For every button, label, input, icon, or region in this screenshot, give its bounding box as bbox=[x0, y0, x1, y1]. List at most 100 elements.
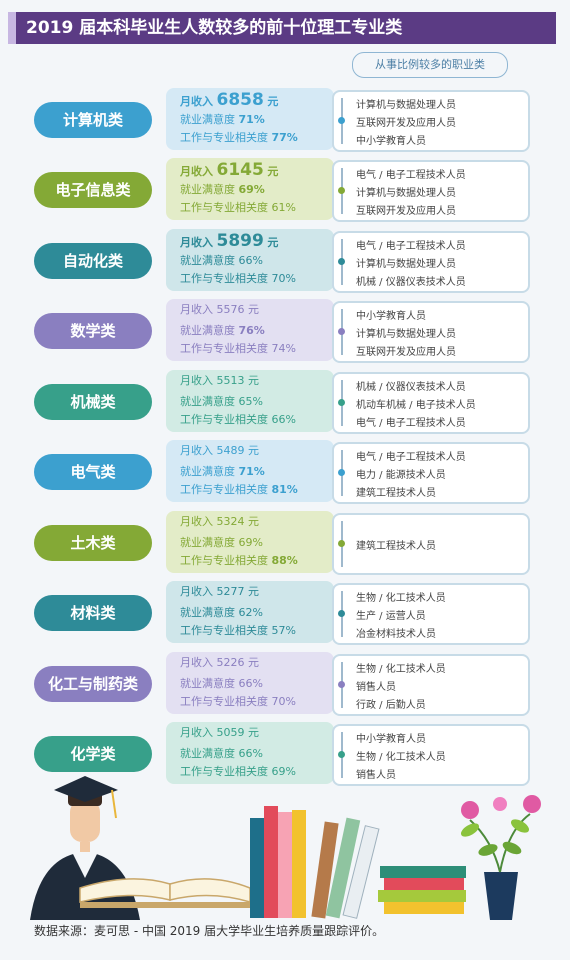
relevance-label: 工作与专业相关度 bbox=[180, 624, 268, 637]
income-value: 5059 bbox=[216, 726, 245, 739]
satisfaction-line: 就业满意度 66% bbox=[180, 252, 263, 268]
occupation-dot bbox=[338, 681, 345, 688]
stats-box: 月收入 5226 元 就业满意度 66% 工作与专业相关度 70% bbox=[166, 652, 334, 714]
occupation-dot bbox=[338, 540, 345, 547]
occupation-item: 生物 / 化工技术人员 bbox=[356, 664, 446, 675]
occupation-dot bbox=[338, 328, 345, 335]
income-unit: 元 bbox=[248, 585, 259, 598]
stats-box: 月收入 6858 元 就业满意度 71% 工作与专业相关度 77% bbox=[166, 88, 334, 150]
occupation-box: 电气 / 电子工程技术人员 计算机与数据处理人员 互联网开发及应用人员 bbox=[332, 160, 530, 222]
satisfaction-line: 就业满意度 62% bbox=[180, 604, 263, 620]
occupation-item: 机械 / 仪器仪表技术人员 bbox=[356, 277, 466, 288]
income-value: 6858 bbox=[216, 90, 264, 110]
major-label: 自动化类 bbox=[34, 243, 152, 279]
occupation-item: 计算机与数据处理人员 bbox=[356, 329, 456, 340]
relevance-value: 77% bbox=[271, 131, 298, 144]
graduate-illustration bbox=[30, 776, 541, 920]
occupation-item: 建筑工程技术人员 bbox=[356, 488, 436, 499]
income-line: 月收入 6145 元 bbox=[180, 160, 278, 180]
satisfaction-label: 就业满意度 bbox=[180, 254, 235, 267]
major-label: 化学类 bbox=[34, 736, 152, 772]
satisfaction-value: 66% bbox=[238, 677, 263, 690]
relevance-line: 工作与专业相关度 70% bbox=[180, 270, 296, 286]
relevance-value: 57% bbox=[271, 624, 296, 637]
relevance-value: 70% bbox=[271, 272, 296, 285]
income-line: 月收入 5513 元 bbox=[180, 372, 259, 388]
occupation-item: 电气 / 电子工程技术人员 bbox=[356, 241, 466, 252]
income-value: 5489 bbox=[216, 444, 245, 457]
major-row: 计算机类 月收入 6858 元 就业满意度 71% 工作与专业相关度 77% 计… bbox=[0, 88, 570, 152]
major-label: 电子信息类 bbox=[34, 172, 152, 208]
income-line: 月收入 5899 元 bbox=[180, 231, 278, 251]
major-label: 电气类 bbox=[34, 454, 152, 490]
occupation-item: 生物 / 化工技术人员 bbox=[356, 752, 446, 763]
major-row: 机械类 月收入 5513 元 就业满意度 65% 工作与专业相关度 66% 机械… bbox=[0, 370, 570, 434]
occupation-item: 机动车机械 / 电子技术人员 bbox=[356, 400, 476, 411]
satisfaction-label: 就业满意度 bbox=[180, 395, 235, 408]
occupation-box: 计算机与数据处理人员 互联网开发及应用人员 中小学教育人员 bbox=[332, 90, 530, 152]
relevance-line: 工作与专业相关度 74% bbox=[180, 340, 296, 356]
income-value: 5277 bbox=[216, 585, 245, 598]
relevance-line: 工作与专业相关度 77% bbox=[180, 129, 298, 145]
income-value: 5899 bbox=[216, 231, 264, 251]
relevance-line: 工作与专业相关度 88% bbox=[180, 552, 298, 568]
relevance-value: 74% bbox=[271, 342, 296, 355]
data-source: 数据来源：麦可思 - 中国 2019 届大学毕业生培养质量跟踪评价。 bbox=[34, 924, 385, 938]
satisfaction-line: 就业满意度 71% bbox=[180, 463, 265, 479]
occupation-box: 生物 / 化工技术人员 销售人员 行政 / 后勤人员 bbox=[332, 654, 530, 716]
relevance-label: 工作与专业相关度 bbox=[180, 483, 268, 496]
satisfaction-line: 就业满意度 69% bbox=[180, 534, 263, 550]
income-value: 5324 bbox=[216, 515, 245, 528]
relevance-value: 61% bbox=[271, 201, 296, 214]
income-line: 月收入 5324 元 bbox=[180, 513, 259, 529]
occupation-dot bbox=[338, 117, 345, 124]
major-label: 化工与制药类 bbox=[34, 666, 152, 702]
occupation-header: 从事比例较多的职业类 bbox=[352, 52, 508, 78]
occupation-box: 中小学教育人员 计算机与数据处理人员 互联网开发及应用人员 bbox=[332, 301, 530, 363]
occupation-item: 电力 / 能源技术人员 bbox=[356, 470, 446, 481]
relevance-label: 工作与专业相关度 bbox=[180, 201, 268, 214]
major-row: 电气类 月收入 5489 元 就业满意度 71% 工作与专业相关度 81% 电气… bbox=[0, 440, 570, 504]
occupation-dot bbox=[338, 258, 345, 265]
income-label: 月收入 bbox=[180, 444, 213, 457]
occupation-item: 互联网开发及应用人员 bbox=[356, 206, 456, 217]
occupation-dot bbox=[338, 751, 345, 758]
relevance-value: 69% bbox=[271, 765, 296, 778]
income-label: 月收入 bbox=[180, 515, 213, 528]
stats-box: 月收入 5899 元 就业满意度 66% 工作与专业相关度 70% bbox=[166, 229, 334, 291]
major-row: 自动化类 月收入 5899 元 就业满意度 66% 工作与专业相关度 70% 电… bbox=[0, 229, 570, 293]
income-label: 月收入 bbox=[180, 165, 213, 178]
stats-box: 月收入 5059 元 就业满意度 66% 工作与专业相关度 69% bbox=[166, 722, 334, 784]
income-label: 月收入 bbox=[180, 585, 213, 598]
income-unit: 元 bbox=[248, 515, 259, 528]
occupation-box: 建筑工程技术人员 bbox=[332, 513, 530, 575]
occupation-item: 电气 / 电子工程技术人员 bbox=[356, 418, 466, 429]
occupation-item: 互联网开发及应用人员 bbox=[356, 118, 456, 129]
occupation-dot bbox=[338, 610, 345, 617]
books-stack bbox=[250, 806, 466, 919]
occupation-dot bbox=[338, 469, 345, 476]
income-unit: 元 bbox=[248, 444, 259, 457]
occupation-item: 冶金材料技术人员 bbox=[356, 629, 436, 640]
stats-box: 月收入 6145 元 就业满意度 69% 工作与专业相关度 61% bbox=[166, 158, 334, 220]
page-title: 2019 届本科毕业生人数较多的前十位理工专业类 bbox=[26, 18, 403, 38]
relevance-label: 工作与专业相关度 bbox=[180, 131, 268, 144]
relevance-label: 工作与专业相关度 bbox=[180, 413, 268, 426]
occupation-item: 计算机与数据处理人员 bbox=[356, 259, 456, 270]
occupation-dot bbox=[338, 187, 345, 194]
relevance-value: 81% bbox=[271, 483, 298, 496]
relevance-label: 工作与专业相关度 bbox=[180, 272, 268, 285]
satisfaction-value: 76% bbox=[238, 324, 265, 337]
satisfaction-value: 66% bbox=[238, 747, 263, 760]
occupation-box: 机械 / 仪器仪表技术人员 机动车机械 / 电子技术人员 电气 / 电子工程技术… bbox=[332, 372, 530, 434]
occupation-box: 电气 / 电子工程技术人员 电力 / 能源技术人员 建筑工程技术人员 bbox=[332, 442, 530, 504]
satisfaction-label: 就业满意度 bbox=[180, 183, 235, 196]
income-line: 月收入 5489 元 bbox=[180, 442, 259, 458]
occupation-box: 中小学教育人员 生物 / 化工技术人员 销售人员 bbox=[332, 724, 530, 786]
major-label: 机械类 bbox=[34, 384, 152, 420]
relevance-line: 工作与专业相关度 57% bbox=[180, 622, 296, 638]
income-unit: 元 bbox=[248, 374, 259, 387]
income-unit: 元 bbox=[267, 165, 279, 178]
occupation-item: 生物 / 化工技术人员 bbox=[356, 593, 446, 604]
relevance-label: 工作与专业相关度 bbox=[180, 695, 268, 708]
